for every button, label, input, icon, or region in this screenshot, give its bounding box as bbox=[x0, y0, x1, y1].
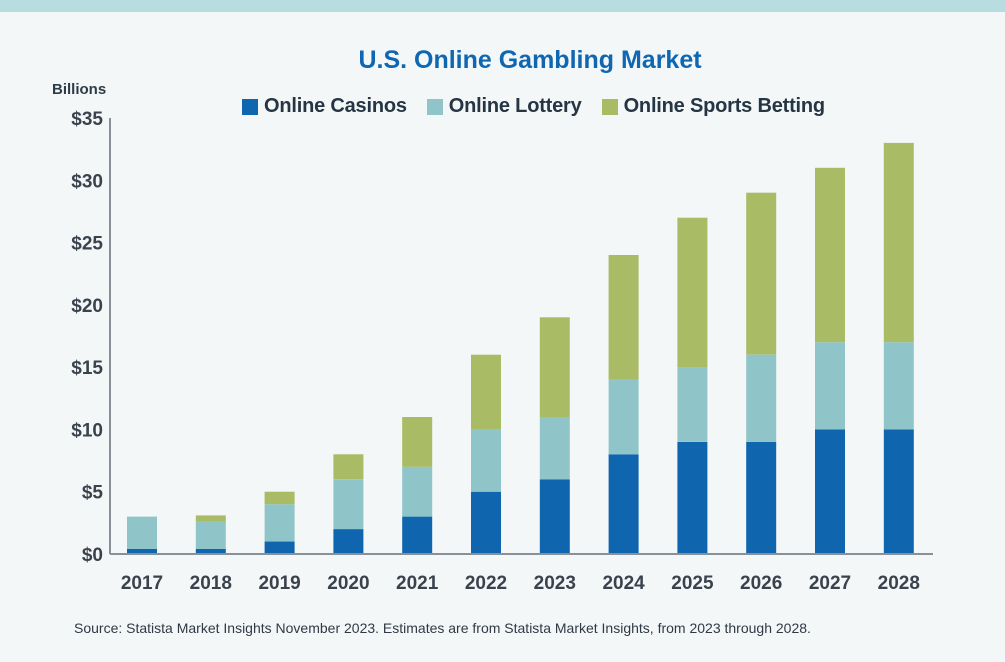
bar-segment-online-sports-betting-2018 bbox=[195, 515, 226, 522]
bar-segment-online-sports-betting-2019 bbox=[264, 491, 295, 505]
bar-segment-online-casinos-2023 bbox=[539, 479, 570, 554]
legend-label-online-casinos: Online Casinos bbox=[264, 95, 407, 117]
legend-swatch-online-lottery bbox=[426, 98, 443, 115]
y-tick-label-20: $20 bbox=[71, 296, 103, 317]
y-tick-label-10: $10 bbox=[71, 420, 103, 441]
x-tick-label-2028: 2028 bbox=[878, 573, 920, 594]
bar-segment-online-lottery-2020 bbox=[333, 479, 364, 530]
x-tick-label-2023: 2023 bbox=[534, 573, 576, 594]
x-tick-label-2018: 2018 bbox=[190, 573, 232, 594]
legend-item-online-lottery: Online Lottery bbox=[426, 95, 582, 118]
legend-item-online-sports-betting: Online Sports Betting bbox=[601, 95, 826, 118]
bar-segment-online-sports-betting-2021 bbox=[402, 417, 433, 467]
bar-segment-online-sports-betting-2023 bbox=[539, 317, 570, 417]
y-axis-ticks: $0 $5 $10 $15 $20 $25 $30 $35 bbox=[71, 109, 103, 566]
y-tick-label-0: $0 bbox=[82, 545, 103, 566]
chart-title: U.S. Online Gambling Market bbox=[358, 46, 702, 74]
legend-label-online-sports-betting: Online Sports Betting bbox=[623, 95, 826, 117]
bar-segment-online-lottery-2027 bbox=[815, 342, 845, 430]
bar-segment-online-casinos-2024 bbox=[608, 454, 639, 554]
bar-segment-online-casinos-2020 bbox=[333, 529, 364, 554]
bar-segment-online-lottery-2024 bbox=[608, 379, 639, 455]
bar-segment-online-sports-betting-2028 bbox=[883, 142, 914, 343]
bar-segment-online-casinos-2019 bbox=[264, 541, 295, 554]
source-note: Source: Statista Market Insights Novembe… bbox=[74, 620, 811, 636]
bar-segment-online-lottery-2018 bbox=[195, 521, 226, 549]
legend-label-online-lottery: Online Lottery bbox=[448, 95, 582, 117]
x-tick-label-2022: 2022 bbox=[465, 573, 507, 594]
bar-segment-online-sports-betting-2020 bbox=[333, 454, 364, 480]
bar-segment-online-sports-betting-2024 bbox=[608, 255, 639, 380]
y-tick-label-15: $15 bbox=[71, 358, 103, 379]
x-tick-label-2025: 2025 bbox=[671, 573, 714, 594]
bar-segment-online-casinos-2022 bbox=[471, 491, 501, 554]
bar-segment-online-sports-betting-2025 bbox=[677, 217, 708, 368]
x-tick-label-2017: 2017 bbox=[121, 573, 163, 594]
bar-segment-online-lottery-2028 bbox=[883, 342, 914, 430]
x-axis-ticks: 2017 2018 2019 2020 2021 2022 2023 2024 2025 2026… bbox=[121, 573, 920, 594]
y-tick-label-30: $30 bbox=[71, 171, 103, 192]
bar-segment-online-lottery-2025 bbox=[677, 367, 708, 442]
x-tick-label-2020: 2020 bbox=[327, 573, 369, 594]
bar-segment-online-sports-betting-2027 bbox=[815, 167, 845, 343]
x-tick-label-2026: 2026 bbox=[740, 573, 782, 594]
x-tick-label-2021: 2021 bbox=[396, 573, 439, 594]
bar-segment-online-lottery-2021 bbox=[402, 466, 433, 517]
chart-legend: Online Casinos Online Lottery Online Spo… bbox=[242, 95, 825, 118]
y-axis-unit-label: Billions bbox=[52, 81, 107, 98]
bar-segment-online-sports-betting-2026 bbox=[746, 192, 777, 355]
y-tick-label-25: $25 bbox=[71, 234, 103, 255]
bars-group bbox=[127, 142, 914, 554]
bar-segment-online-lottery-2026 bbox=[746, 354, 777, 442]
bar-segment-online-casinos-2026 bbox=[746, 441, 777, 554]
bar-segment-online-casinos-2018 bbox=[195, 549, 226, 554]
bar-segment-online-lottery-2019 bbox=[264, 504, 295, 542]
bar-segment-online-lottery-2023 bbox=[539, 417, 570, 480]
x-tick-label-2019: 2019 bbox=[258, 573, 300, 594]
bar-segment-online-casinos-2028 bbox=[883, 429, 914, 554]
y-tick-label-35: $35 bbox=[71, 109, 103, 130]
legend-item-online-casinos: Online Casinos bbox=[242, 95, 407, 118]
bar-segment-online-casinos-2025 bbox=[677, 441, 708, 554]
legend-swatch-online-casinos bbox=[242, 98, 258, 115]
x-tick-label-2027: 2027 bbox=[809, 573, 851, 594]
bar-segment-online-lottery-2022 bbox=[471, 429, 501, 492]
x-tick-label-2024: 2024 bbox=[602, 573, 645, 594]
bar-segment-online-lottery-2017 bbox=[127, 516, 157, 549]
bar-segment-online-casinos-2027 bbox=[815, 429, 845, 554]
legend-swatch-online-sports-betting bbox=[601, 98, 618, 115]
bar-segment-online-sports-betting-2022 bbox=[471, 354, 501, 430]
bar-segment-online-casinos-2017 bbox=[127, 549, 157, 554]
top-accent-band bbox=[0, 0, 1005, 12]
y-tick-label-5: $5 bbox=[82, 483, 104, 504]
bar-segment-online-casinos-2021 bbox=[402, 516, 433, 554]
